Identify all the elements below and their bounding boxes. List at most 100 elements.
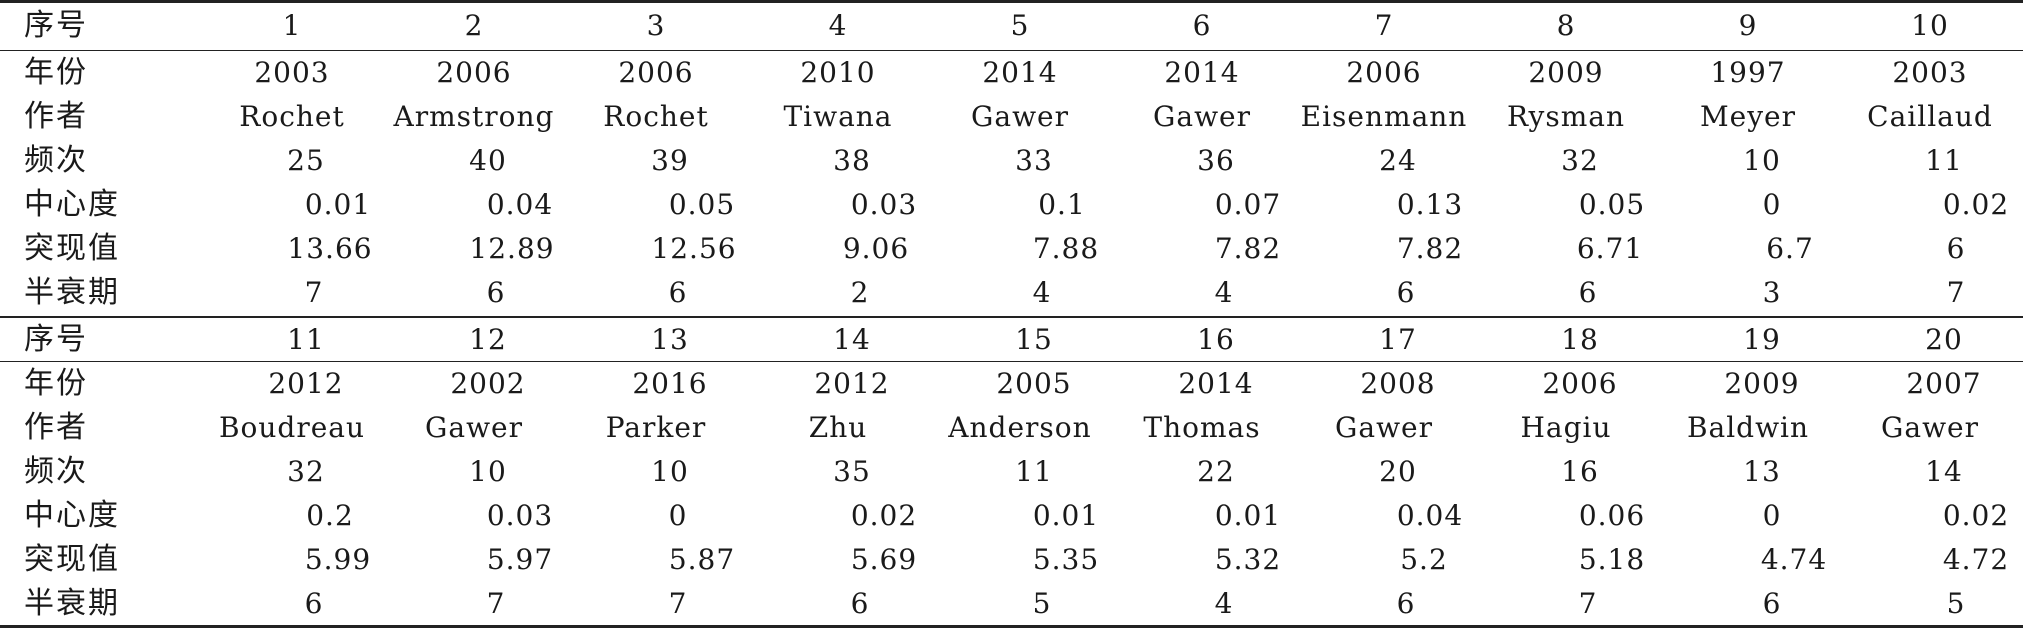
table-cell: 2006 [618,56,694,89]
table-cell: 4 [1214,587,1234,620]
header-cell: 11 [287,323,325,356]
table-cell: 0 [1762,499,1782,532]
table-cell: 5.97 [486,543,554,576]
table-cell: 13 [1743,455,1781,488]
table-cell: 6.71 [1576,232,1644,265]
table-cell: 0 [668,499,688,532]
row-label: 作者 [24,99,88,134]
table-row: 年份 2003 2006 2006 2010 2014 2014 2006 20… [0,51,2023,95]
table-cell: 0 [1762,188,1782,221]
table-cell: 11 [1015,455,1053,488]
table-cell: 5.18 [1578,543,1646,576]
table-cell: 6 [668,276,688,309]
table-row: 年份 2012 2002 2016 2012 2005 2014 2008 20… [0,362,2023,406]
table-cell: 0.02 [850,499,918,532]
table-cell: 5.87 [668,543,736,576]
header-cell: 20 [1925,323,1963,356]
table-cell: 6 [1396,587,1416,620]
table-cell: 0.05 [668,188,736,221]
table-cell: 4 [1214,276,1234,309]
table-cell: 10 [651,455,689,488]
header-cell: 8 [1556,9,1576,42]
table-cell: 7 [668,587,688,620]
table-cell: 6 [1578,276,1598,309]
table-cell: Hagiu [1520,411,1612,444]
block-divider-rule [0,316,2023,318]
table-cell: 4.74 [1760,543,1828,576]
table-cell: Gawer [1881,411,1979,444]
table-cell: 2012 [268,367,344,400]
table-cell: 12.89 [469,232,555,265]
table-cell: 2006 [1542,367,1618,400]
table-row: 作者 Boudreau Gawer Parker Zhu Anderson Th… [0,406,2023,450]
table-cell: 0.1 [1038,188,1086,221]
table-cell: 5.2 [1400,543,1448,576]
header-cell: 3 [646,9,666,42]
header-cell: 10 [1911,9,1949,42]
table-cell: 7 [304,276,324,309]
table-cell: Gawer [425,411,523,444]
row-label: 作者 [24,410,88,445]
table-cell: 0.07 [1214,188,1282,221]
row-label: 年份 [24,55,88,90]
table-cell: 4.72 [1942,543,2010,576]
table-cell: 25 [287,144,325,177]
table-cell: 2008 [1360,367,1436,400]
table-cell: 0.04 [1396,499,1464,532]
table-cell: 35 [833,455,871,488]
header-cell: 7 [1374,9,1394,42]
table-cell: 0.01 [1032,499,1100,532]
table-cell: 38 [833,144,871,177]
table-cell: 32 [1561,144,1599,177]
table-cell: 0.05 [1578,188,1646,221]
row-label: 序号 [24,8,88,43]
table-row: 频次 25 40 39 38 33 36 24 32 10 11 [0,139,2023,183]
header-rule [0,50,2023,51]
table-cell: 6 [1396,276,1416,309]
table-cell: Rysman [1506,100,1626,133]
table-cell: 2005 [996,367,1072,400]
row-label: 突现值 [24,231,120,266]
header-cell: 13 [651,323,689,356]
table-cell: 10 [1743,144,1781,177]
table-cell: 13.66 [287,232,373,265]
table-cell: 0.04 [486,188,554,221]
top-rule [0,0,2023,3]
table-cell: 0.13 [1396,188,1464,221]
table-cell: 14 [1925,455,1963,488]
table-cell: Tiwana [783,100,893,133]
row-label: 中心度 [24,187,120,222]
table-cell: 36 [1197,144,1235,177]
table-cell: 11 [1925,144,1963,177]
table-row: 突现值 5.99 5.97 5.87 5.69 5.35 5.32 5.2 5.… [0,538,2023,582]
table-cell: 2006 [1346,56,1422,89]
table-cell: Gawer [1153,100,1251,133]
table-cell: Caillaud [1867,100,1993,133]
table-cell: 2003 [254,56,330,89]
table-cell: 6 [304,587,324,620]
table-cell: 6 [1762,587,1782,620]
table-cell: 4 [1032,276,1052,309]
table-cell: 7.82 [1214,232,1282,265]
table-cell: 16 [1561,455,1599,488]
table-row: 作者 Rochet Armstrong Rochet Tiwana Gawer … [0,95,2023,139]
table-cell: Armstrong [393,100,555,133]
header-cell: 2 [464,9,484,42]
table-cell: 5 [1946,587,1966,620]
table-cell: Zhu [808,411,868,444]
table-cell: Baldwin [1686,411,1810,444]
header-cell: 14 [833,323,871,356]
header-cell: 4 [828,9,848,42]
table-cell: 7 [486,587,506,620]
table-cell: 2006 [436,56,512,89]
row-label: 年份 [24,366,88,401]
header-cell: 19 [1743,323,1781,356]
table-cell: Parker [605,411,707,444]
table-cell: 2009 [1528,56,1604,89]
table-cell: 0.02 [1942,188,2010,221]
table-cell: Eisenmann [1300,100,1468,133]
table-cell: 7.88 [1032,232,1100,265]
table-cell: 0.03 [850,188,918,221]
table-cell: Meyer [1699,100,1797,133]
table-cell: 0.02 [1942,499,2010,532]
